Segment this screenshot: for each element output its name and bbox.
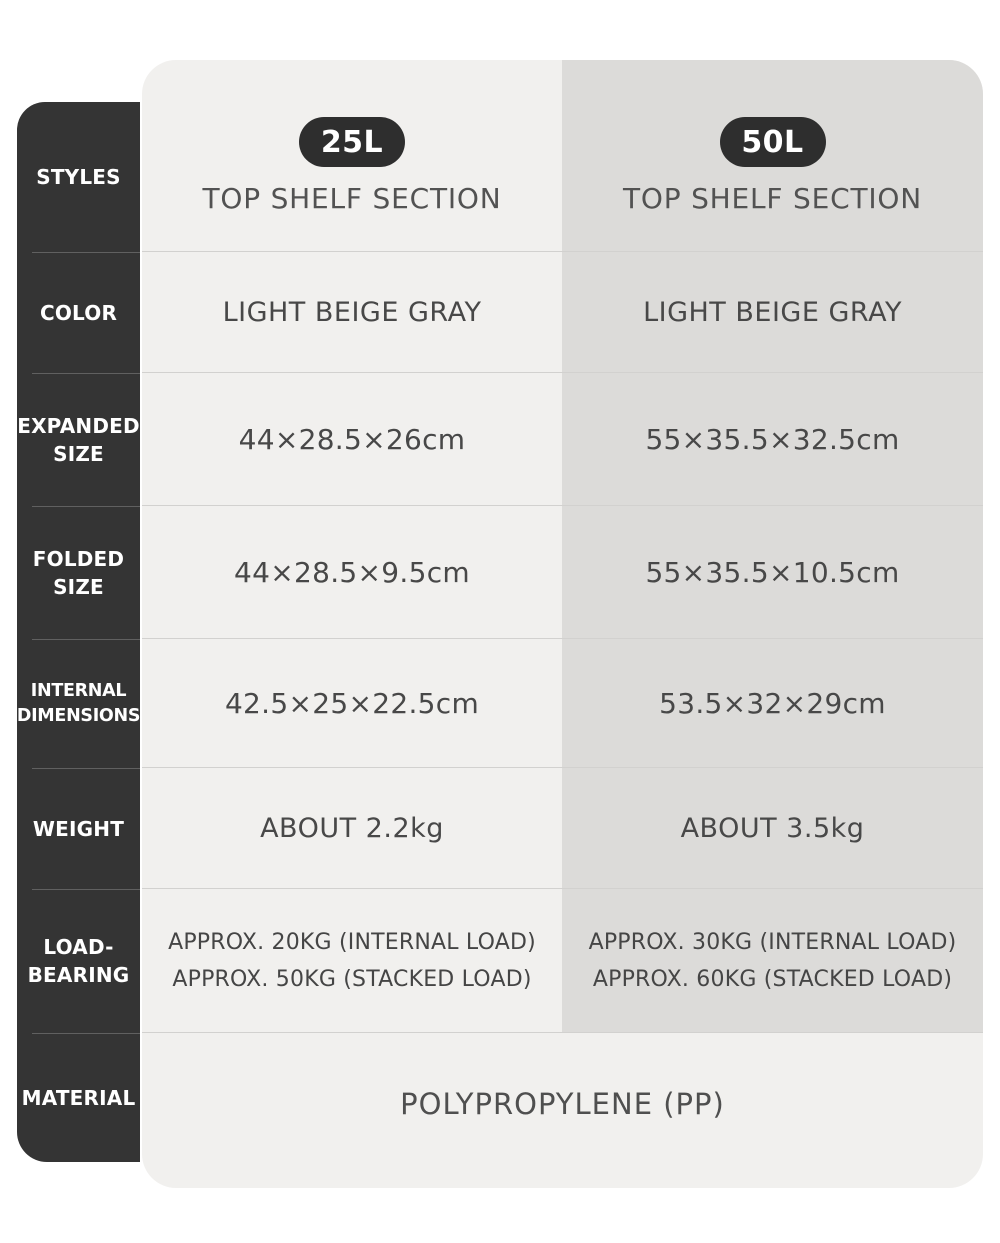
load-bearing-row: APPROX. 20KG (INTERNAL LOAD) APPROX. 50K… (142, 889, 983, 1033)
internal-dimensions-text-50l: 53.5×32×29cm (659, 686, 886, 720)
internal-dimensions-row: 42.5×25×22.5cm 53.5×32×29cm (142, 639, 983, 768)
color-text-50l: LIGHT BEIGE GRAY (643, 296, 902, 328)
expanded-size-text-25l: 44×28.5×26cm (238, 422, 466, 456)
column-50l-header: 50L TOP SHELF SECTION (562, 60, 983, 251)
expanded-size-value-25l: 44×28.5×26cm (142, 373, 562, 505)
weight-text-25l: ABOUT 2.2kg (260, 812, 444, 844)
material-row: POLYPROPYLENE (PP) (142, 1033, 983, 1188)
spec-rows: 25L TOP SHELF SECTION 50L TOP SHELF SECT… (142, 60, 983, 1188)
weight-row: ABOUT 2.2kg ABOUT 3.5kg (142, 768, 983, 889)
load-bearing-internal-25l: APPROX. 20KG (INTERNAL LOAD) (168, 929, 536, 955)
folded-size-text-50l: 55×35.5×10.5cm (645, 555, 900, 589)
internal-dimensions-value-25l: 42.5×25×22.5cm (142, 639, 562, 767)
column-25l-header: 25L TOP SHELF SECTION (142, 60, 562, 251)
load-bearing-internal-50l: APPROX. 30KG (INTERNAL LOAD) (588, 929, 957, 955)
column-50l-background (562, 60, 983, 1033)
internal-dimensions-value-50l: 53.5×32×29cm (562, 639, 983, 767)
row-header-folded-size: FOLDED SIZE (17, 506, 140, 639)
expanded-size-value-50l: 55×35.5×32.5cm (562, 373, 983, 505)
load-bearing-value-50l: APPROX. 30KG (INTERNAL LOAD) APPROX. 60K… (562, 889, 983, 1032)
folded-size-value-50l: 55×35.5×10.5cm (562, 506, 983, 638)
folded-size-value-25l: 44×28.5×9.5cm (142, 506, 562, 638)
folded-size-row: 44×28.5×9.5cm 55×35.5×10.5cm (142, 506, 983, 639)
capacity-badge-50l: 50L (719, 117, 826, 167)
spec-row-header-sidebar: STYLES COLOR EXPANDED SIZE FOLDED SIZE I… (17, 102, 140, 1162)
weight-text-50l: ABOUT 3.5kg (680, 812, 865, 844)
spec-table-panel: 25L TOP SHELF SECTION 50L TOP SHELF SECT… (142, 60, 983, 1188)
expanded-size-text-50l: 55×35.5×32.5cm (645, 422, 900, 456)
styles-row: 25L TOP SHELF SECTION 50L TOP SHELF SECT… (142, 60, 983, 252)
load-bearing-stacked-25l: APPROX. 50KG (STACKED LOAD) (172, 966, 532, 992)
row-header-expanded-size: EXPANDED SIZE (17, 373, 140, 506)
weight-value-25l: ABOUT 2.2kg (142, 768, 562, 888)
folded-size-text-25l: 44×28.5×9.5cm (234, 555, 470, 589)
internal-dimensions-text-25l: 42.5×25×22.5cm (224, 686, 480, 720)
color-value-50l: LIGHT BEIGE GRAY (562, 252, 983, 372)
load-bearing-value-25l: APPROX. 20KG (INTERNAL LOAD) APPROX. 50K… (142, 889, 562, 1032)
column-50l-style-label: TOP SHELF SECTION (622, 182, 922, 215)
capacity-badge-25l: 25L (299, 117, 405, 167)
row-header-internal-dimensions: INTERNAL DIMENSIONS (17, 639, 140, 768)
expanded-size-row: 44×28.5×26cm 55×35.5×32.5cm (142, 373, 983, 506)
color-text-25l: LIGHT BEIGE GRAY (222, 296, 482, 328)
column-25l-style-label: TOP SHELF SECTION (202, 182, 502, 215)
weight-value-50l: ABOUT 3.5kg (562, 768, 983, 888)
color-value-25l: LIGHT BEIGE GRAY (142, 252, 562, 372)
material-text: POLYPROPYLENE (PP) (400, 1086, 725, 1121)
row-header-weight: WEIGHT (17, 768, 140, 889)
row-header-load-bearing: LOAD- BEARING (17, 889, 140, 1033)
row-header-styles: STYLES (36, 165, 121, 189)
row-header-material: MATERIAL (17, 1033, 140, 1162)
material-value: POLYPROPYLENE (PP) (142, 1033, 983, 1188)
load-bearing-stacked-50l: APPROX. 60KG (STACKED LOAD) (592, 966, 953, 992)
row-header-color: COLOR (17, 252, 140, 373)
color-row: LIGHT BEIGE GRAY LIGHT BEIGE GRAY (142, 252, 983, 373)
